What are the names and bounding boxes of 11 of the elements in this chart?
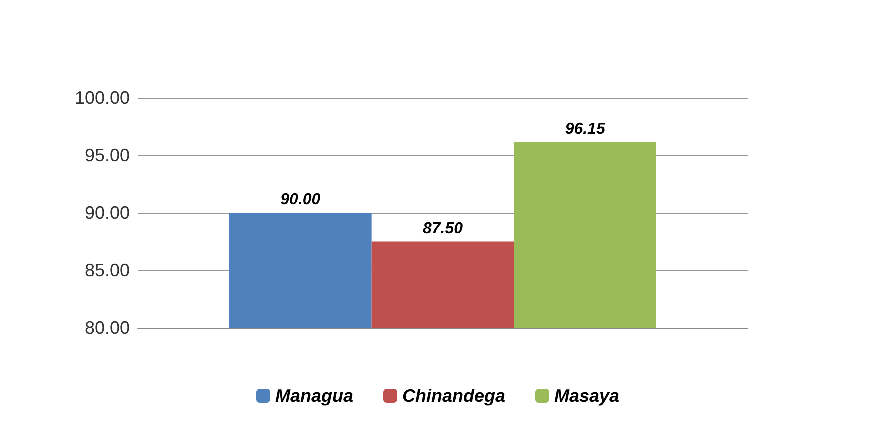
data-label: 96.15 [565, 120, 606, 138]
y-tick-label: 95.00 [84, 146, 130, 166]
legend-label: Masaya [554, 386, 620, 406]
data-label: 87.50 [422, 220, 464, 238]
legend-label: Managua [275, 386, 354, 406]
legend-label: Chinandega [402, 386, 506, 406]
y-tick-label: 85.00 [84, 260, 130, 280]
data-label: 90.00 [280, 192, 321, 208]
y-tick-label: 90.00 [84, 203, 130, 223]
y-tick-label: 100.00 [74, 88, 130, 108]
y-tick-label: 80.00 [84, 318, 130, 338]
